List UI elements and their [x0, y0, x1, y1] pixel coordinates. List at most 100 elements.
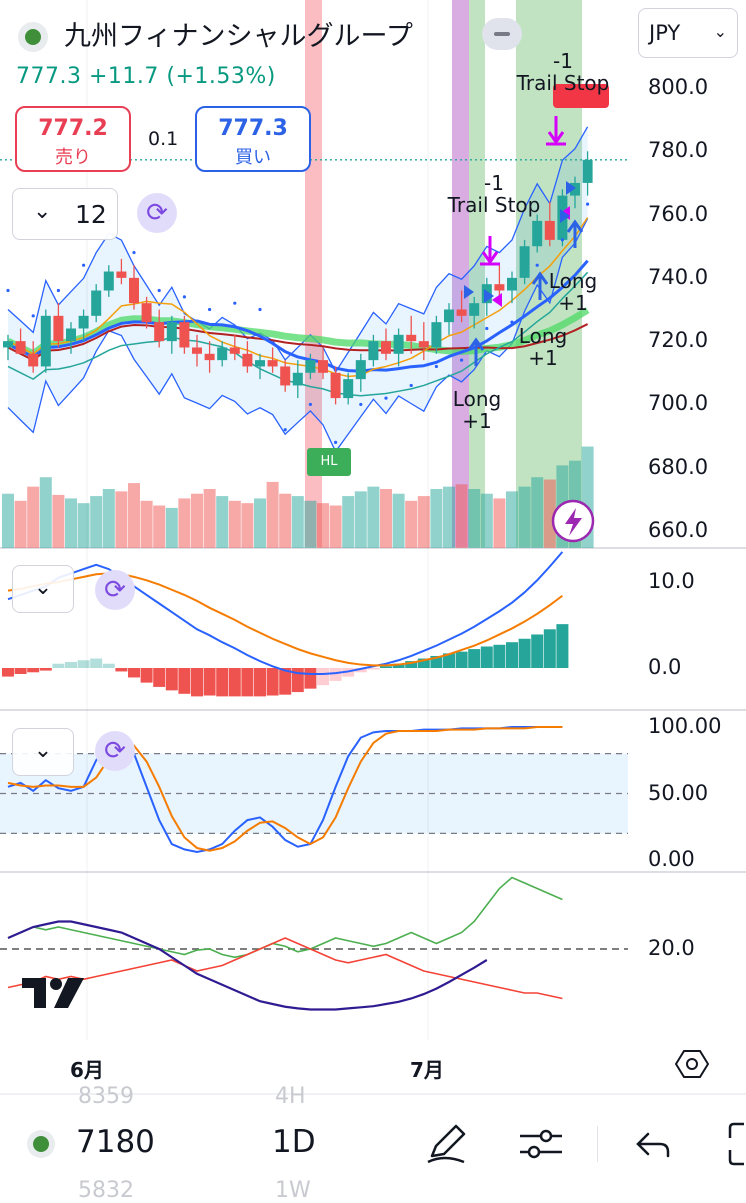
macd-histogram-bar [329, 668, 342, 681]
macd-histogram-bar [417, 658, 430, 668]
y-axis-tick-label: 660.0 [648, 518, 709, 542]
symbol-name[interactable]: 九州フィナンシャルグループ [64, 21, 413, 52]
drawing-tool-pen-icon[interactable] [424, 1120, 470, 1166]
sar-dot [233, 301, 237, 305]
volume-bar [266, 481, 279, 548]
candle-body [255, 360, 265, 367]
refresh-icon[interactable]: ⟳ [95, 570, 135, 610]
volume-bar [480, 493, 493, 548]
signal-triangle [492, 293, 502, 307]
sar-dot [56, 288, 61, 293]
sar-dot [31, 314, 35, 318]
collapse-legend-button[interactable] [482, 18, 522, 50]
y-axis-tick-label: 20.0 [648, 936, 695, 960]
y-axis-tick-label: 10.0 [648, 569, 695, 593]
volume-bar [140, 500, 153, 548]
stoch-d-line [7, 726, 563, 852]
candle-body [40, 315, 51, 367]
macd-histogram-bar [304, 668, 317, 689]
sell-button[interactable]: 777.2 売り [15, 106, 131, 172]
sar-dot [510, 320, 514, 324]
volume-bar [14, 500, 27, 548]
volume-bar [455, 484, 468, 548]
sar-dot [359, 402, 363, 407]
minus-di-line [7, 937, 563, 1000]
macd-histogram-bar [254, 668, 266, 697]
macd-histogram-bar [165, 668, 178, 691]
y-axis-tick-label: 800.0 [648, 75, 709, 99]
volume-bar [417, 496, 430, 548]
fullscreen-icon[interactable] [726, 1120, 746, 1168]
refresh-icon[interactable]: ⟳ [95, 731, 135, 771]
indicator-settings-icon[interactable] [518, 1124, 564, 1164]
chevron-down-icon: ⌄ [713, 22, 727, 41]
signal-triangle [464, 285, 474, 299]
candle-body [242, 353, 253, 367]
macd-histogram-bar [543, 629, 556, 668]
symbol-code[interactable]: 7180 [76, 1124, 155, 1160]
candle-body [116, 271, 127, 278]
arrow-head [531, 271, 549, 285]
macd-histogram-bar [556, 624, 569, 668]
trail-stop-text: Trail Stop [447, 193, 541, 217]
volume-bar [191, 493, 203, 548]
candle-body [444, 309, 454, 323]
macd-histogram-bar [52, 663, 65, 668]
macd-histogram-bar [153, 668, 166, 687]
candle-body [456, 309, 467, 316]
currency-selector[interactable]: JPY ⌄ [638, 8, 738, 58]
chart-settings-icon[interactable] [675, 1047, 709, 1081]
indicator-count: 12 [75, 200, 107, 229]
candle-body [494, 284, 505, 291]
macd-pane-collapse-button[interactable]: ⌄ [12, 565, 74, 613]
candle-body [582, 159, 593, 183]
candle-body [192, 347, 202, 354]
stoch-pane-collapse-button[interactable]: ⌄ [12, 728, 74, 776]
bottom-toolbar [0, 1096, 746, 1196]
buy-button[interactable]: 777.3 買い [195, 106, 311, 172]
sar-dot [258, 307, 262, 312]
long-entry-arrow [566, 219, 584, 248]
y-axis-tick-label: 0.0 [648, 655, 682, 679]
macd-histogram-bar [354, 668, 367, 673]
long-text: Long [518, 324, 568, 348]
ghost-symbol-below: 5832 [78, 1178, 134, 1203]
price-change-line: 777.3 +11.7 (+1.53%) [16, 64, 276, 89]
arrow-head [481, 251, 499, 265]
undo-icon[interactable] [634, 1128, 674, 1160]
macd-histogram-bar [266, 668, 279, 696]
long-label-1: Long +1 [540, 270, 606, 314]
company-logo-icon [18, 22, 48, 52]
candle-body [418, 341, 429, 348]
macd-histogram-bar [241, 668, 254, 697]
buy-price: 777.3 [218, 116, 288, 141]
order-tag [553, 84, 609, 108]
sar-dot [6, 288, 10, 293]
adx-line [7, 920, 488, 1011]
plus-di-line [7, 876, 563, 959]
macd-histogram-bar [178, 668, 191, 694]
candle-body [267, 360, 278, 367]
sar-dot [308, 402, 312, 407]
trail-stop-label-mid: -1 Trail Stop [436, 172, 552, 216]
hl-pattern-tag[interactable]: HL [307, 448, 351, 476]
candle-body [53, 315, 64, 342]
sar-dot [132, 250, 136, 255]
candle-body [305, 360, 316, 373]
interval-selector[interactable]: 1D [272, 1124, 316, 1160]
macd-histogram-bar [203, 668, 216, 696]
volume-bar [254, 498, 266, 548]
volume-bar [153, 505, 166, 548]
refresh-icon[interactable]: ⟳ [137, 193, 177, 233]
indicator-collapse-control[interactable]: ⌄ 12 [12, 188, 118, 240]
volume-bar [115, 491, 128, 548]
candle-body [28, 353, 39, 367]
candle-body [204, 353, 215, 361]
candle-body [570, 182, 580, 196]
sar-dot [283, 428, 287, 432]
candle-body [368, 341, 379, 361]
candle-body [544, 220, 555, 240]
spread-value: 0.1 [148, 128, 179, 150]
signal-triangle [566, 181, 576, 195]
